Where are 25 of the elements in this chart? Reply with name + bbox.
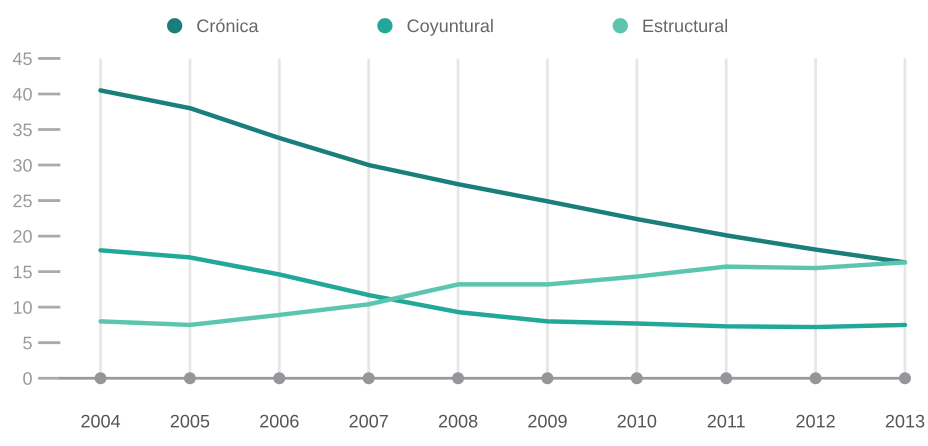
x-tick-label: 2007 — [350, 414, 388, 428]
line-series — [98, 260, 908, 328]
y-tick-label: 15 — [14, 266, 32, 278]
x-tick-label: 2004 — [81, 414, 120, 428]
x-tick-label: 2010 — [618, 414, 656, 428]
x-tick-label: 2006 — [260, 414, 299, 428]
y-tick-label: 30 — [13, 158, 32, 172]
x-tick-label: 2005 — [170, 414, 210, 428]
x-tick-label: 2012 — [796, 414, 835, 428]
x-tick-label: 2009 — [528, 414, 567, 428]
y-tick-label: 0 — [23, 372, 32, 385]
y-tick-label: 5 — [23, 336, 32, 350]
legend-label: Coyuntural — [408, 18, 493, 36]
x-tick-label: 2008 — [438, 414, 478, 428]
y-tick-label: 35 — [13, 123, 32, 136]
x-tick-label: 2013 — [886, 414, 924, 428]
y-tick-label: 20 — [13, 230, 32, 243]
y-tick-label: 40 — [12, 88, 32, 101]
y-tick-label: 45 — [12, 52, 32, 66]
legend-label: Estructural — [643, 18, 728, 32]
legend-label: Crónica — [197, 18, 259, 32]
line-series — [98, 248, 908, 330]
y-tick-label: 25 — [13, 194, 32, 208]
y-tick-label: 10 — [14, 301, 32, 314]
x-tick-label: 2011 — [708, 414, 745, 428]
